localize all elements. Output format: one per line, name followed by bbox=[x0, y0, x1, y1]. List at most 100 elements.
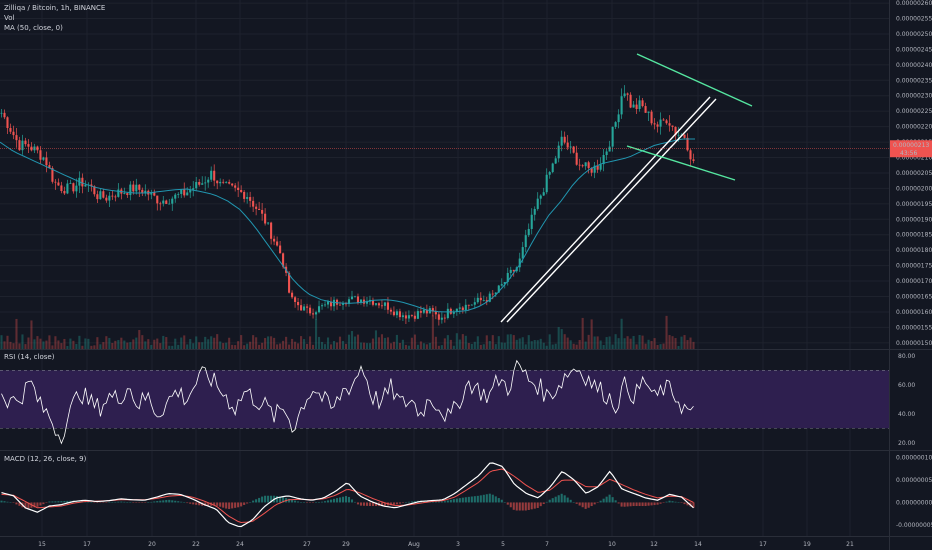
macd-hist-bar bbox=[410, 501, 413, 503]
macd-hist-bar bbox=[548, 499, 551, 503]
macd-hist-bar bbox=[338, 497, 342, 503]
volume-bar bbox=[78, 335, 81, 349]
macd-hist-bar bbox=[225, 502, 228, 509]
macd-hist-bar bbox=[365, 502, 369, 506]
time-tick-label: 15 bbox=[38, 541, 46, 548]
candle-body bbox=[536, 198, 539, 209]
candle-body bbox=[431, 308, 434, 312]
macd-tick-label: 0.00000000 bbox=[896, 499, 932, 506]
volume-bar bbox=[395, 334, 398, 349]
time-tick-label: 24 bbox=[236, 541, 244, 548]
volume-bar bbox=[63, 338, 66, 349]
volume-bar bbox=[614, 334, 617, 349]
candle-body bbox=[114, 196, 117, 198]
candle-body bbox=[503, 282, 506, 285]
trendline[interactable] bbox=[626, 145, 736, 181]
macd-hist-bar bbox=[392, 502, 395, 505]
candle-body bbox=[653, 123, 656, 125]
volume-bar bbox=[446, 335, 449, 349]
volume-bar bbox=[87, 338, 90, 349]
candle-body bbox=[593, 165, 596, 173]
candle-body bbox=[542, 192, 545, 196]
volume-bar bbox=[335, 342, 339, 349]
volume-bar bbox=[371, 338, 375, 349]
macd-hist-bar bbox=[635, 502, 638, 507]
volume-bar bbox=[162, 335, 165, 349]
volume-bar bbox=[341, 340, 345, 349]
macd-hist-bar bbox=[341, 496, 345, 503]
volume-bar bbox=[644, 343, 647, 349]
macd-hist-bar bbox=[479, 495, 482, 503]
macd-hist-bar bbox=[464, 497, 467, 503]
volume-bar bbox=[123, 340, 126, 349]
candle-body bbox=[623, 93, 626, 97]
macd-hist-bar bbox=[461, 497, 464, 503]
price-tick-label: 0.00000225 bbox=[896, 108, 932, 115]
macd-axis[interactable]: 0.00000010 0.00000005 0.00000000 -0.0000000… bbox=[896, 455, 932, 529]
trendline[interactable] bbox=[636, 53, 753, 107]
candle-body bbox=[252, 200, 255, 207]
macd-hist-bar bbox=[353, 501, 357, 503]
candle-body bbox=[320, 305, 324, 307]
ma-label[interactable]: MA (50, close, 0) bbox=[4, 24, 63, 32]
macd-hist-bar bbox=[620, 502, 623, 507]
candle-body bbox=[671, 125, 674, 127]
macd-hist-bar bbox=[527, 502, 530, 510]
rsi-legend[interactable]: RSI (14, close) bbox=[4, 353, 55, 361]
macd-hist-bar bbox=[599, 500, 602, 503]
volume-bar bbox=[252, 335, 255, 349]
candle-body bbox=[398, 311, 401, 318]
trendline[interactable] bbox=[506, 98, 717, 323]
candle-body bbox=[192, 188, 195, 190]
rsi-tick-label: 20.00 bbox=[898, 440, 915, 447]
time-axis[interactable]: 15 17 20 22 24 27 29 Aug 3 5 7 10 12 14 17 19 21 bbox=[38, 541, 854, 548]
candle-body bbox=[309, 307, 312, 314]
trendlines[interactable] bbox=[500, 53, 753, 323]
candle-body bbox=[204, 182, 207, 184]
volume-bar bbox=[659, 344, 662, 349]
volume-bar bbox=[39, 338, 42, 349]
macd-legend[interactable]: MACD (12, 26, close, 9) bbox=[4, 455, 87, 463]
candle-body bbox=[563, 136, 566, 143]
macd-hist-bar bbox=[668, 500, 671, 503]
macd-hist-bar bbox=[626, 502, 629, 507]
candle-body bbox=[102, 191, 105, 198]
rsi-axis[interactable]: 20.00 40.00 60.00 80.00 bbox=[898, 353, 915, 447]
volume-bar bbox=[326, 337, 330, 349]
trendline[interactable] bbox=[500, 96, 711, 323]
candle-body bbox=[425, 309, 428, 314]
macd-hist-bar bbox=[656, 502, 659, 505]
price-tick-label: 0.00000185 bbox=[896, 232, 932, 239]
volume-bar bbox=[506, 334, 509, 349]
macd-hist-bar bbox=[413, 501, 416, 503]
macd-hist-bar bbox=[485, 494, 488, 503]
candle-body bbox=[635, 104, 638, 109]
volume-label[interactable]: Vol bbox=[4, 14, 15, 22]
volume-bar bbox=[117, 340, 120, 349]
macd-hist-bar bbox=[111, 502, 114, 503]
volume-bar bbox=[153, 339, 156, 349]
macd-histogram bbox=[0, 493, 695, 511]
volume-bar bbox=[524, 344, 527, 349]
macd-hist-bar bbox=[482, 494, 485, 503]
candle-body bbox=[105, 197, 108, 201]
volume-bar bbox=[533, 339, 536, 349]
candle-body bbox=[461, 307, 464, 310]
candle-body bbox=[599, 164, 602, 170]
candle-body bbox=[216, 180, 219, 184]
candle-body bbox=[270, 222, 273, 239]
price-axis[interactable]: 0.00000150 0.00000155 0.00000160 0.00000165… bbox=[896, 0, 932, 347]
volume-bar bbox=[683, 335, 686, 349]
volume-bar bbox=[410, 337, 413, 349]
volume-bar bbox=[500, 342, 503, 349]
candle-body bbox=[470, 304, 473, 306]
macd-hist-bar bbox=[374, 502, 378, 507]
macd-hist-bar bbox=[306, 502, 309, 503]
volume-bar bbox=[473, 341, 476, 349]
macd-hist-bar bbox=[683, 502, 686, 505]
volume-bar bbox=[404, 344, 407, 349]
symbol-line[interactable]: Zilliqa / Bitcoin, 1h, BINANCE bbox=[4, 4, 106, 12]
candle-body bbox=[291, 292, 294, 298]
volume-bar bbox=[246, 343, 249, 349]
